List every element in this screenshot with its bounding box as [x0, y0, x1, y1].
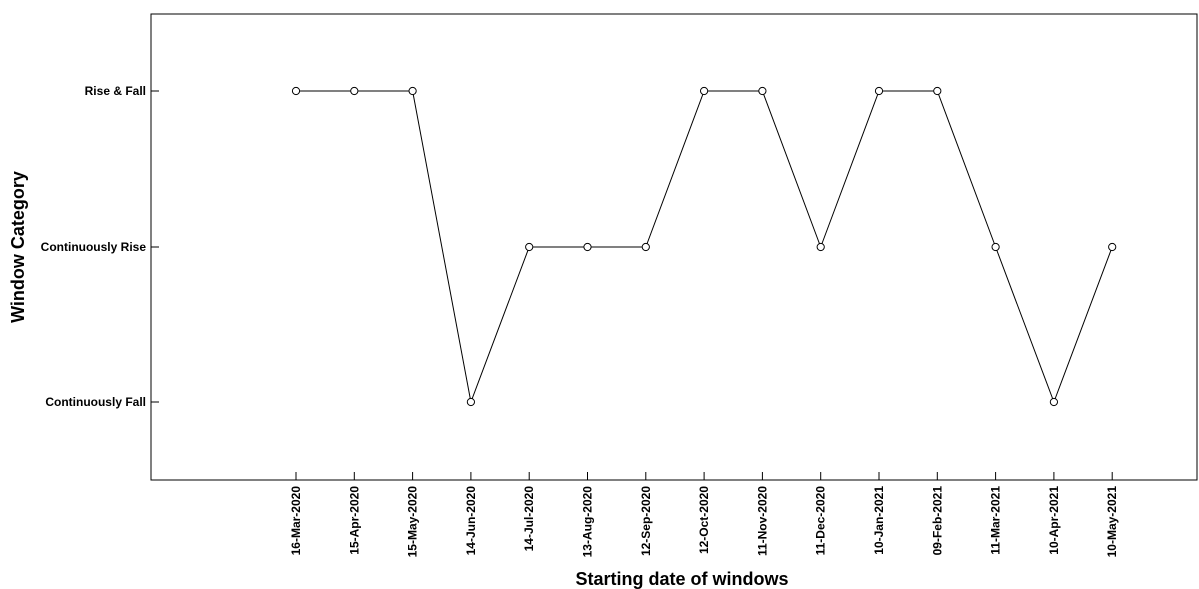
x-tick-label: 12-Sep-2020: [639, 486, 653, 556]
x-axis: 16-Mar-2020 15-Apr-2020 15-May-2020 14-Jun-…: [289, 472, 1119, 557]
data-point: [991, 242, 1000, 252]
y-tick-label: Continuously Fall: [45, 395, 146, 409]
x-tick-label: 13-Aug-2020: [581, 486, 595, 558]
series-line: [296, 90, 1113, 404]
data-point: [758, 86, 767, 96]
x-tick-label: 10-Apr-2021: [1047, 486, 1061, 555]
x-tick-label: 12-Oct-2020: [697, 486, 711, 554]
data-point: [700, 86, 709, 96]
data-point: [466, 397, 475, 407]
x-tick-label: 09-Feb-2021: [930, 486, 944, 556]
data-point: [350, 86, 359, 96]
x-tick-label: 10-May-2021: [1105, 486, 1119, 558]
x-tick-label: 14-Jun-2020: [464, 486, 478, 556]
data-point: [1049, 397, 1059, 407]
x-tick-label: 11-Mar-2021: [989, 486, 1003, 555]
y-axis-title: Window Category: [8, 171, 28, 323]
data-point: [641, 242, 650, 252]
x-tick-label: 14-Jul-2020: [522, 486, 536, 552]
data-point: [874, 86, 884, 96]
x-tick-label: 16-Mar-2020: [289, 486, 303, 556]
data-point: [933, 86, 942, 96]
series-markers: [291, 86, 1117, 407]
y-tick-label: Rise & Fall: [85, 84, 146, 98]
y-tick-label: Continuously Rise: [41, 240, 147, 254]
data-point: [525, 242, 534, 252]
x-tick-label: 15-Apr-2020: [347, 486, 361, 555]
plot-area-frame: [150, 13, 1198, 481]
x-tick-label: 11-Dec-2020: [814, 486, 828, 556]
y-axis: Continuously Fall Continuously Rise Rise &…: [41, 84, 159, 409]
data-point: [816, 242, 825, 252]
data-point: [408, 86, 417, 96]
x-axis-title: Starting date of windows: [575, 569, 788, 589]
data-point: [1108, 242, 1117, 252]
x-tick-label: 15-May-2020: [406, 486, 420, 558]
data-point: [583, 242, 592, 252]
x-tick-label: 11-Nov-2020: [755, 486, 769, 556]
x-tick-label: 10-Jan-2021: [872, 486, 886, 555]
data-point: [291, 86, 301, 96]
